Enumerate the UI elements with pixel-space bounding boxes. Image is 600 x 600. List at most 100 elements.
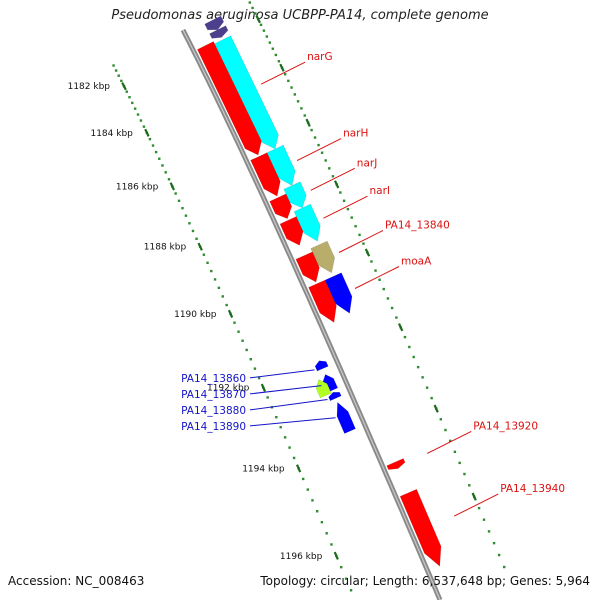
scale-dot-outer bbox=[317, 143, 320, 147]
gene-label-leader bbox=[260, 61, 306, 85]
gene-label: moaA bbox=[401, 256, 432, 268]
scale-dot-outer bbox=[296, 100, 300, 103]
gene-blue-PA14_13890 bbox=[336, 401, 356, 434]
scale-dot-inner bbox=[139, 119, 143, 122]
scale-dot-inner bbox=[112, 64, 115, 67]
scale-dot-inner bbox=[266, 396, 269, 399]
scale-dot-inner bbox=[195, 237, 198, 240]
scale-dot-outer bbox=[378, 278, 381, 281]
scale-dot-outer bbox=[458, 461, 461, 465]
scale-dot-outer bbox=[453, 450, 457, 454]
gene-label: PA14_13920 bbox=[473, 420, 538, 432]
gene-label-leader bbox=[296, 138, 342, 162]
map-title: Pseudomonas aeruginosa UCBPP-PA14, compl… bbox=[111, 8, 489, 23]
genome-backbone-highlight bbox=[182, 29, 441, 600]
gene-label-leader bbox=[323, 195, 368, 219]
scale-dot-inner bbox=[125, 90, 128, 93]
gene-red-PA14_13840 bbox=[295, 251, 320, 283]
gene-red-moaA bbox=[308, 279, 337, 323]
scale-dot-outer bbox=[354, 224, 357, 228]
scale-dot-inner bbox=[184, 214, 188, 217]
scale-dot-inner bbox=[283, 436, 287, 439]
scale-dot-outer bbox=[492, 541, 496, 545]
gene-label-leader bbox=[338, 230, 384, 253]
scale-dot-inner bbox=[142, 125, 146, 128]
scale-dot-outer bbox=[339, 191, 342, 194]
scale-dot-outer bbox=[358, 233, 361, 237]
scale-dot-inner bbox=[249, 358, 252, 361]
scale-tick-outer bbox=[433, 404, 439, 413]
scale-dot-outer bbox=[497, 553, 501, 557]
gene-label: PA14_13860 bbox=[181, 373, 246, 385]
scale-dot-outer bbox=[313, 136, 317, 139]
scale-dot-inner bbox=[167, 178, 171, 181]
scale-dot-outer bbox=[331, 175, 335, 178]
gene-label-leader bbox=[249, 369, 315, 379]
scale-dot-inner bbox=[188, 222, 191, 225]
scale-tick-inner bbox=[197, 242, 203, 251]
scale-dot-inner bbox=[202, 253, 206, 256]
scale-dot-inner bbox=[213, 278, 217, 281]
scale-tick-outer bbox=[397, 323, 404, 332]
scale-dot-outer bbox=[439, 418, 443, 421]
scale-dot-outer bbox=[300, 107, 303, 110]
scale-dot-inner bbox=[161, 164, 164, 167]
gene-blue-moaA bbox=[324, 272, 353, 314]
scale-dot-inner bbox=[325, 532, 328, 535]
scale-dot-inner bbox=[315, 510, 319, 513]
gene-red-narH bbox=[250, 152, 281, 197]
scale-dot-outer bbox=[370, 260, 373, 263]
scale-dot-inner bbox=[241, 339, 244, 342]
scale-tick-inner bbox=[169, 182, 175, 191]
scale-dot-outer bbox=[487, 530, 491, 533]
scale-tick-label: 1194 kbp bbox=[242, 464, 285, 474]
gene-label: narI bbox=[370, 185, 391, 197]
gene-red-narJ bbox=[269, 193, 293, 219]
scale-dot-outer bbox=[346, 207, 350, 211]
scale-dot-outer bbox=[265, 35, 269, 38]
scale-dot-outer bbox=[412, 355, 415, 359]
scale-dot-outer bbox=[416, 365, 420, 369]
scale-dot-outer bbox=[362, 242, 365, 245]
scale-dot-outer bbox=[463, 472, 466, 476]
gene-label-leader bbox=[249, 417, 336, 427]
gene-label: narH bbox=[343, 128, 368, 140]
scale-dot-outer bbox=[277, 60, 281, 63]
scale-tick-outer bbox=[364, 248, 371, 257]
gene-red-PA14_13940 bbox=[399, 488, 442, 567]
scale-dot-inner bbox=[320, 521, 324, 524]
scale-dot-inner bbox=[339, 565, 343, 569]
scale-dot-outer bbox=[274, 53, 278, 57]
gene-purple-top-a bbox=[204, 15, 225, 31]
scale-dot-outer bbox=[430, 396, 433, 400]
scale-dot-inner bbox=[237, 330, 240, 333]
scale-dot-inner bbox=[344, 577, 348, 580]
scale-dot-outer bbox=[268, 41, 272, 44]
scale-tick-outer bbox=[471, 492, 477, 501]
scale-dot-inner bbox=[154, 150, 158, 154]
scale-dot-outer bbox=[408, 345, 411, 349]
gene-label-leader bbox=[453, 493, 499, 517]
scale-dot-outer bbox=[503, 565, 506, 569]
scale-tick-label: 1188 kbp bbox=[144, 243, 187, 253]
gene-label: PA14_13940 bbox=[500, 483, 565, 495]
scale-dot-inner bbox=[253, 367, 257, 370]
scale-dot-inner bbox=[158, 157, 161, 160]
scale-dot-outer bbox=[303, 114, 306, 117]
gene-label: PA14_13880 bbox=[181, 405, 246, 417]
scale-dot-inner bbox=[133, 107, 137, 110]
scale-tick-inner bbox=[144, 128, 150, 137]
scale-dot-outer bbox=[271, 47, 275, 50]
gene-label: narG bbox=[307, 51, 333, 63]
scale-dot-inner bbox=[191, 229, 195, 233]
scale-dot-outer bbox=[251, 6, 254, 10]
scale-dot-inner bbox=[151, 144, 155, 147]
scale-dot-inner bbox=[164, 171, 167, 174]
scale-dot-outer bbox=[262, 29, 266, 32]
gene-purple-top-b bbox=[209, 25, 229, 39]
genome-summary-text: Topology: circular; Length: 6,537,648 bp… bbox=[260, 574, 590, 588]
scale-dot-outer bbox=[482, 518, 486, 521]
scale-dot-inner bbox=[120, 79, 123, 83]
